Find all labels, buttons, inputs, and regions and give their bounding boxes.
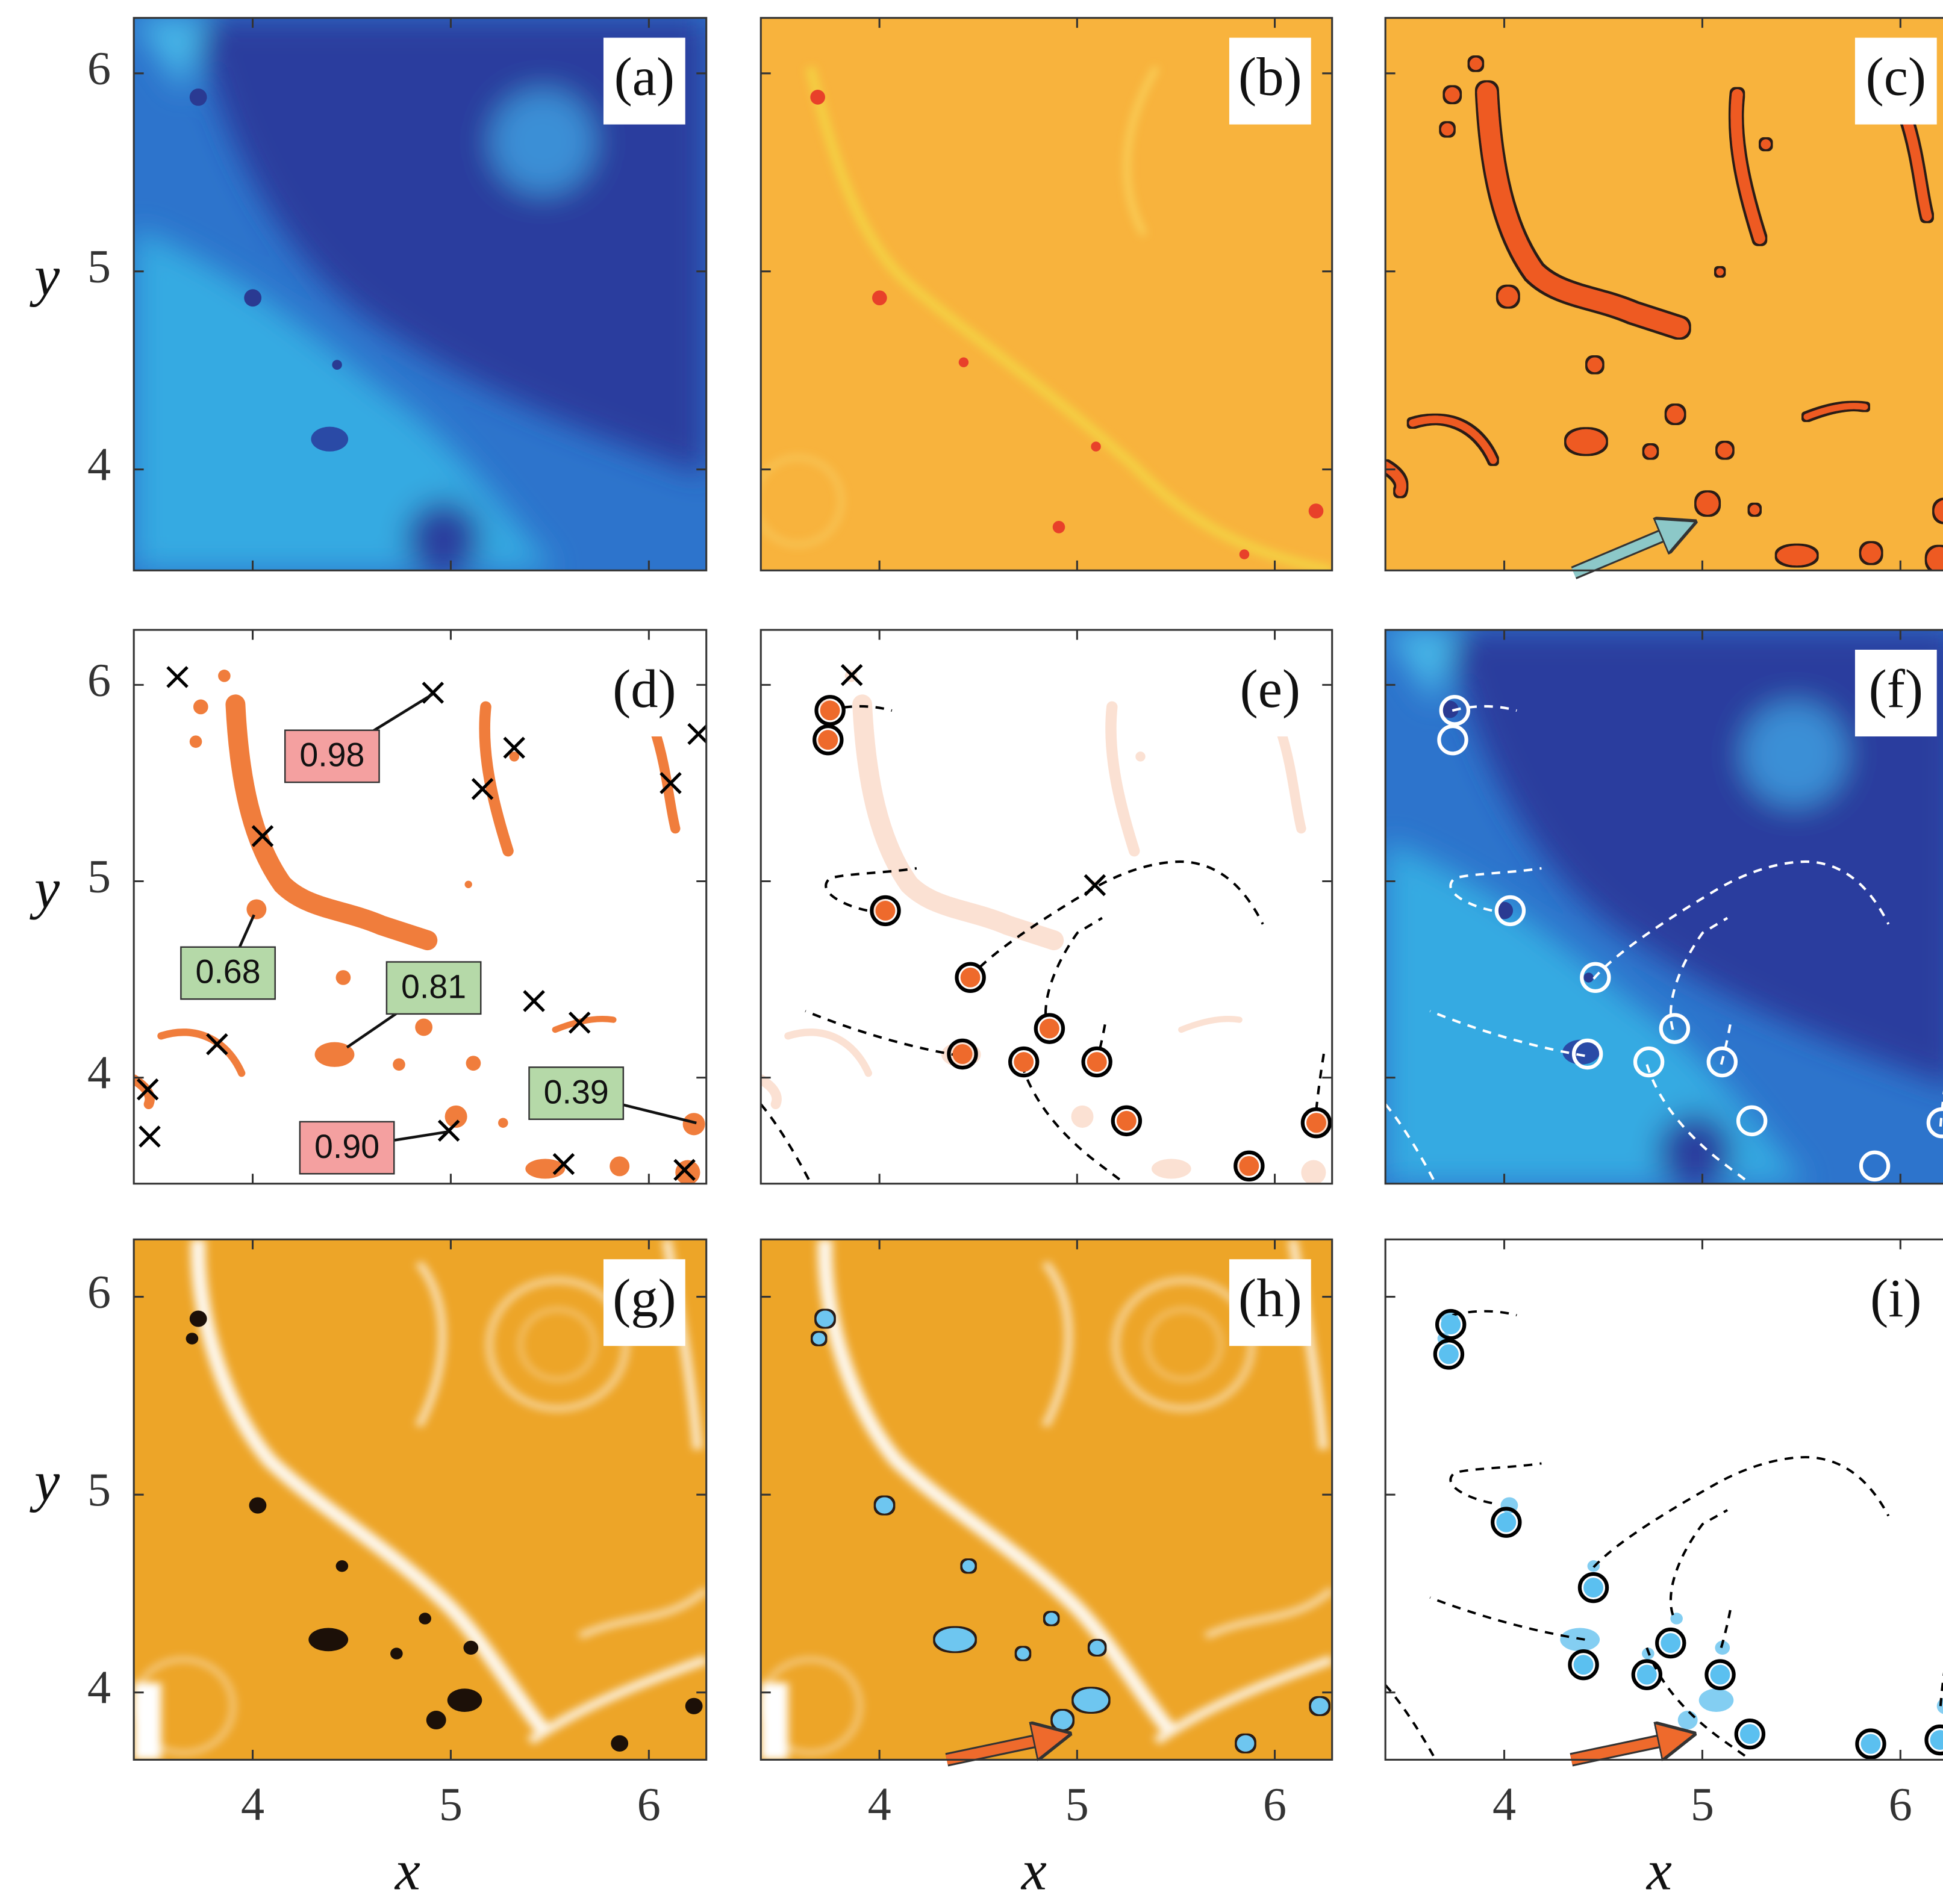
panel-label: (b) — [1238, 46, 1302, 107]
panel: 4 5 6 4 5 6 x y (g) — [30, 1239, 706, 1902]
panel: 4 5 6 x (h) — [761, 1239, 1332, 1902]
figure: 4 5 6 y (a) (b) (c) 0.98 0.68 0.81 0.39 0.90 4 5 6 y (d)… — [0, 0, 1943, 1904]
y-tick-label: 5 — [87, 1463, 111, 1516]
circle-marker-dot — [1740, 1724, 1760, 1744]
circle-marker-dot — [1239, 1156, 1259, 1176]
annotation-text: 0.90 — [314, 1128, 379, 1165]
panel: 0.98 0.68 0.81 0.39 0.90 4 5 6 y (d) — [30, 630, 708, 1185]
panel-label: (d) — [613, 658, 676, 719]
panel: (b) — [755, 18, 1332, 571]
panel-label: (c) — [1866, 46, 1926, 107]
annotation-text: 0.98 — [299, 736, 364, 774]
y-tick-label: 4 — [87, 1661, 111, 1714]
page: {"chart_data": [ {"type": "heatmap", "la… — [0, 0, 1943, 1904]
panel-label: (a) — [614, 46, 675, 107]
x-axis-label: x — [394, 1840, 420, 1902]
y-tick-label: 4 — [87, 1047, 111, 1099]
circle-marker-dot — [818, 730, 838, 750]
panel-label: (e) — [1240, 658, 1300, 719]
circle-marker-dot — [1439, 1344, 1459, 1364]
circle-marker-dot — [1014, 1052, 1034, 1072]
panel: (c) — [1385, 18, 1943, 573]
x-tick-label: 5 — [1691, 1778, 1714, 1831]
circle-marker-dot — [1711, 1665, 1730, 1685]
panel: (f) — [1385, 630, 1943, 1189]
x-tick-label: 4 — [1492, 1778, 1516, 1831]
y-axis-label: y — [30, 1451, 60, 1513]
circle-marker-dot — [1441, 1314, 1461, 1334]
panel-label: (h) — [1238, 1268, 1302, 1328]
circle-marker-dot — [1117, 1111, 1137, 1131]
circle-marker-dot — [1306, 1113, 1326, 1133]
y-tick-label: 6 — [87, 1266, 111, 1318]
circle-marker-dot — [953, 1044, 973, 1064]
y-tick-label: 6 — [87, 653, 111, 706]
x-tick-label: 5 — [1065, 1778, 1089, 1831]
panel: (e) — [761, 630, 1332, 1185]
y-axis-label: y — [30, 245, 60, 308]
circle-marker-dot — [1496, 1513, 1516, 1532]
x-axis-label: x — [1645, 1840, 1672, 1902]
circle-marker-dot — [876, 901, 896, 921]
panel-label: (i) — [1870, 1268, 1921, 1328]
panel-label: (g) — [613, 1268, 676, 1328]
x-tick-label: 4 — [241, 1778, 264, 1831]
x-tick-label: 5 — [439, 1778, 463, 1831]
circle-marker-dot — [1861, 1734, 1881, 1754]
panel: 4 5 6 x (i) — [1385, 1239, 1943, 1902]
y-axis-label: y — [30, 857, 60, 920]
x-tick-label: 6 — [637, 1778, 661, 1831]
circle-marker-dot — [1574, 1655, 1594, 1675]
circle-marker-dot — [1637, 1665, 1657, 1685]
circle-marker-dot — [1087, 1052, 1107, 1072]
circle-marker-dot — [1583, 1578, 1603, 1598]
y-tick-label: 6 — [87, 42, 111, 95]
x-tick-label: 6 — [1263, 1778, 1286, 1831]
annotation-text: 0.81 — [401, 968, 466, 1005]
y-tick-label: 5 — [87, 850, 111, 902]
circle-marker-dot — [961, 968, 981, 988]
y-tick-label: 5 — [87, 240, 111, 293]
x-tick-label: 4 — [868, 1778, 891, 1831]
x-axis-label: x — [1020, 1840, 1047, 1902]
x-tick-label: 6 — [1889, 1778, 1912, 1831]
circle-marker-dot — [1661, 1633, 1680, 1653]
panel: 4 5 6 y (a) — [30, 18, 706, 576]
annotation-text: 0.39 — [544, 1073, 609, 1110]
y-tick-label: 4 — [87, 438, 111, 491]
panel-label: (f) — [1869, 658, 1923, 719]
circle-marker-dot — [1040, 1019, 1059, 1039]
annotation-text: 0.68 — [196, 953, 261, 991]
circle-marker-dot — [820, 700, 840, 720]
